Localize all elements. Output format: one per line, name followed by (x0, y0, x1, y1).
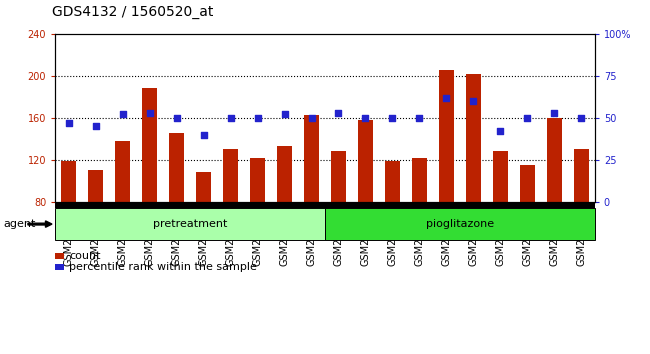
Point (414, 115, 424, 120)
Bar (169, 133, 184, 202)
Bar (412, 158, 427, 202)
Bar (466, 74, 481, 202)
Bar (142, 88, 157, 202)
Bar (358, 120, 373, 202)
Point (360, 115, 370, 120)
Bar (196, 172, 211, 202)
Bar (277, 146, 292, 202)
Bar (385, 161, 400, 202)
Text: GDS4132 / 1560520_at: GDS4132 / 1560520_at (52, 5, 213, 19)
Text: count: count (69, 251, 100, 261)
Point (64, 120, 74, 126)
Point (172, 115, 182, 120)
Bar (439, 70, 454, 202)
Point (576, 115, 586, 120)
Point (144, 110, 155, 115)
Point (495, 128, 506, 134)
Point (306, 115, 317, 120)
Bar (547, 118, 562, 202)
Point (90, 123, 101, 129)
Bar (223, 149, 238, 202)
Text: pretreatment: pretreatment (153, 219, 228, 229)
Point (226, 115, 236, 120)
Text: percentile rank within the sample: percentile rank within the sample (69, 262, 257, 272)
Point (252, 115, 263, 120)
Bar (88, 170, 103, 202)
Bar (115, 141, 130, 202)
Bar (520, 165, 535, 202)
Bar (331, 152, 346, 202)
Point (387, 115, 398, 120)
Text: pioglitazone: pioglitazone (426, 219, 494, 229)
Point (468, 98, 478, 104)
Point (198, 132, 209, 137)
Point (118, 112, 128, 117)
Bar (493, 152, 508, 202)
Point (522, 115, 532, 120)
Point (280, 112, 290, 117)
Point (441, 95, 452, 101)
Point (549, 110, 560, 115)
Bar (250, 158, 265, 202)
Text: agent: agent (3, 219, 36, 229)
Bar (574, 149, 589, 202)
Bar (304, 115, 319, 202)
Point (333, 110, 344, 115)
Bar (61, 161, 76, 202)
